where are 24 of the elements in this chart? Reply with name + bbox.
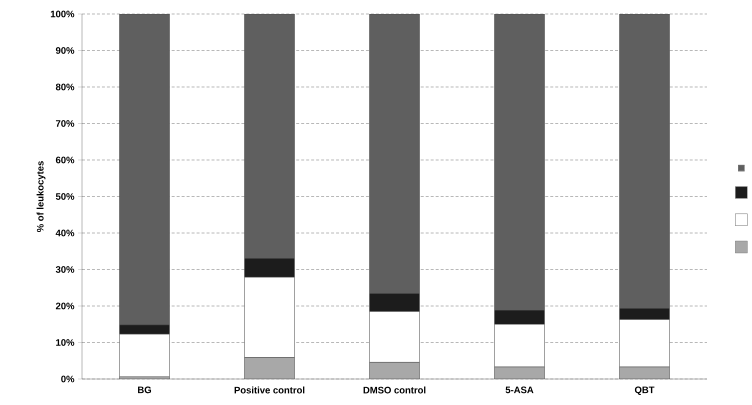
y-tick-label: 80% bbox=[56, 84, 74, 90]
x-tick-label: QBT bbox=[634, 386, 654, 395]
bar bbox=[619, 14, 670, 309]
x-tick-label: BG bbox=[138, 386, 152, 394]
bar bbox=[244, 357, 295, 379]
y-tick-label: 70% bbox=[56, 120, 74, 127]
y-tick-label: 90% bbox=[56, 47, 74, 54]
bar bbox=[494, 14, 545, 311]
bar bbox=[244, 14, 295, 259]
y-axis-title: % of leukocytes bbox=[36, 161, 46, 232]
bar bbox=[369, 362, 420, 379]
y-tick-label: 30% bbox=[56, 266, 74, 273]
bar bbox=[369, 14, 420, 294]
y-tick-label: 40% bbox=[56, 230, 74, 236]
y-tick-label: 10% bbox=[56, 339, 74, 346]
y-tick-label: 60% bbox=[56, 156, 74, 164]
y-tick-label: 100% bbox=[50, 10, 74, 18]
y-tick-label: 20% bbox=[56, 302, 74, 310]
x-tick-label: Positive control bbox=[234, 386, 304, 394]
y-tick-label: 50% bbox=[56, 193, 74, 200]
y-tick-label: 0% bbox=[61, 376, 74, 382]
x-tick-label: DMSO control bbox=[364, 386, 426, 394]
x-tick-label: 5-ASA bbox=[506, 386, 534, 394]
bar bbox=[119, 14, 170, 326]
